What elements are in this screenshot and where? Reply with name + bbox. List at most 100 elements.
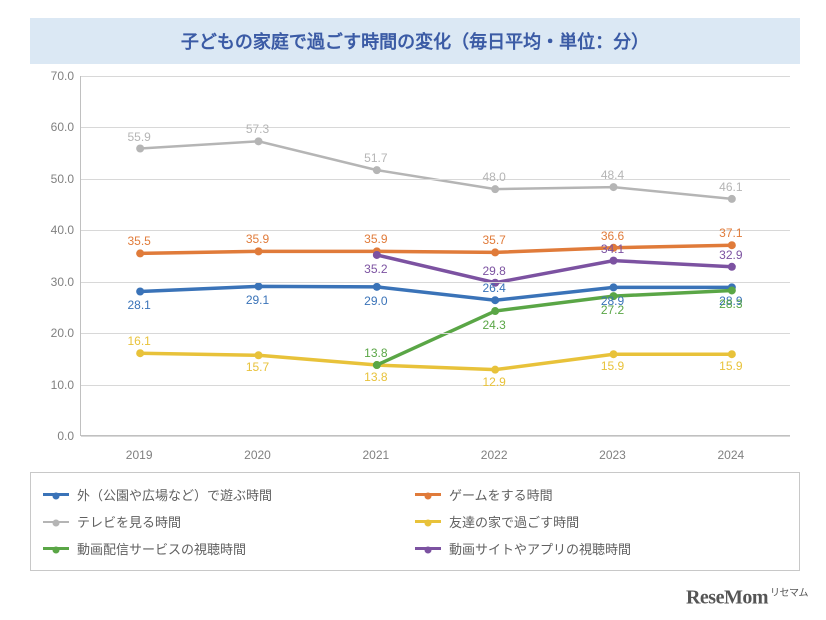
legend-swatch xyxy=(43,493,69,496)
y-tick-label: 0.0 xyxy=(30,429,74,443)
data-label: 26.4 xyxy=(482,281,505,295)
series-line xyxy=(140,245,732,253)
data-label: 12.9 xyxy=(482,375,505,389)
data-label: 35.2 xyxy=(364,262,387,276)
data-label: 51.7 xyxy=(364,151,387,165)
series-marker xyxy=(728,195,736,203)
chart-title: 子どもの家庭で過ごす時間の変化（毎日平均・単位：分） xyxy=(30,18,800,64)
data-label: 35.7 xyxy=(482,233,505,247)
grid-line xyxy=(81,385,790,386)
series-marker xyxy=(491,307,499,315)
legend-label: 動画配信サービスの視聴時間 xyxy=(77,539,246,558)
series-marker xyxy=(255,247,263,255)
watermark-sub: リセマム xyxy=(770,588,808,599)
series-marker xyxy=(610,257,618,265)
series-marker xyxy=(136,349,144,357)
y-tick-label: 40.0 xyxy=(30,223,74,237)
data-label: 29.8 xyxy=(482,264,505,278)
data-label: 55.9 xyxy=(127,130,150,144)
data-label: 13.8 xyxy=(364,370,387,384)
data-label: 57.3 xyxy=(246,122,269,136)
series-line xyxy=(140,141,732,199)
legend-swatch xyxy=(415,493,441,496)
data-label: 29.1 xyxy=(246,293,269,307)
data-label: 28.3 xyxy=(719,297,742,311)
legend-swatch xyxy=(415,520,441,523)
legend-label: 友達の家で過ごす時間 xyxy=(449,512,579,531)
series-marker xyxy=(491,185,499,193)
legend-item: 外（公園や広場など）で遊ぶ時間 xyxy=(43,481,415,508)
data-label: 35.5 xyxy=(127,234,150,248)
series-marker xyxy=(491,366,499,374)
grid-line xyxy=(81,76,790,77)
series-line xyxy=(140,353,732,369)
series-marker xyxy=(255,351,263,359)
series-marker xyxy=(373,283,381,291)
data-label: 34.1 xyxy=(601,242,624,256)
data-label: 35.9 xyxy=(364,232,387,246)
data-label: 48.0 xyxy=(482,170,505,184)
y-tick-label: 30.0 xyxy=(30,275,74,289)
x-tick-label: 2022 xyxy=(481,448,508,462)
series-marker xyxy=(136,145,144,153)
plot-area: 0.010.020.030.040.050.060.070.0201920202… xyxy=(30,76,800,466)
data-label: 15.9 xyxy=(601,359,624,373)
watermark-text: ReseMom xyxy=(686,587,768,609)
series-marker xyxy=(373,166,381,174)
data-label: 29.0 xyxy=(364,294,387,308)
series-marker xyxy=(491,296,499,304)
grid-line xyxy=(81,127,790,128)
legend-swatch xyxy=(43,521,69,523)
series-marker xyxy=(728,286,736,294)
data-label: 32.9 xyxy=(719,248,742,262)
legend-item: 動画配信サービスの視聴時間 xyxy=(43,535,415,562)
legend-item: ゲームをする時間 xyxy=(415,481,787,508)
series-marker xyxy=(491,248,499,256)
plot xyxy=(80,76,790,436)
grid-line xyxy=(81,179,790,180)
x-tick-label: 2023 xyxy=(599,448,626,462)
data-label: 35.9 xyxy=(246,232,269,246)
data-label: 15.9 xyxy=(719,359,742,373)
series-marker xyxy=(255,282,263,290)
series-marker xyxy=(610,350,618,358)
series-marker xyxy=(610,283,618,291)
grid-line xyxy=(81,282,790,283)
legend-item: 友達の家で過ごす時間 xyxy=(415,508,787,535)
grid-line xyxy=(81,436,790,437)
x-tick-label: 2021 xyxy=(362,448,389,462)
grid-line xyxy=(81,230,790,231)
x-tick-label: 2020 xyxy=(244,448,271,462)
data-label: 48.4 xyxy=(601,168,624,182)
series-marker xyxy=(136,287,144,295)
series-marker xyxy=(373,361,381,369)
legend-swatch xyxy=(43,547,69,550)
legend-label: 動画サイトやアプリの視聴時間 xyxy=(449,539,631,558)
y-tick-label: 70.0 xyxy=(30,69,74,83)
y-tick-label: 50.0 xyxy=(30,172,74,186)
y-tick-label: 60.0 xyxy=(30,120,74,134)
legend-item: テレビを見る時間 xyxy=(43,508,415,535)
line-chart-svg xyxy=(81,76,790,435)
legend: 外（公園や広場など）で遊ぶ時間 ゲームをする時間テレビを見る時間 友達の家で過ごす時… xyxy=(30,472,800,571)
series-marker xyxy=(728,350,736,358)
watermark: ReseMomリセマム xyxy=(686,584,808,610)
data-label: 15.7 xyxy=(246,360,269,374)
legend-label: テレビを見る時間 xyxy=(77,512,181,531)
series-marker xyxy=(610,183,618,191)
data-label: 13.8 xyxy=(364,346,387,360)
grid-line xyxy=(81,333,790,334)
data-label: 46.1 xyxy=(719,180,742,194)
data-label: 28.1 xyxy=(127,298,150,312)
x-tick-label: 2024 xyxy=(717,448,744,462)
data-label: 24.3 xyxy=(482,318,505,332)
legend-swatch xyxy=(415,547,441,550)
chart-container: 子どもの家庭で過ごす時間の変化（毎日平均・単位：分） 0.010.020.030… xyxy=(30,18,800,571)
x-tick-label: 2019 xyxy=(126,448,153,462)
legend-item: 動画サイトやアプリの視聴時間 xyxy=(415,535,787,562)
series-marker xyxy=(136,249,144,257)
legend-label: 外（公園や広場など）で遊ぶ時間 xyxy=(77,485,272,504)
series-marker xyxy=(728,263,736,271)
y-tick-label: 20.0 xyxy=(30,326,74,340)
legend-label: ゲームをする時間 xyxy=(449,485,553,504)
